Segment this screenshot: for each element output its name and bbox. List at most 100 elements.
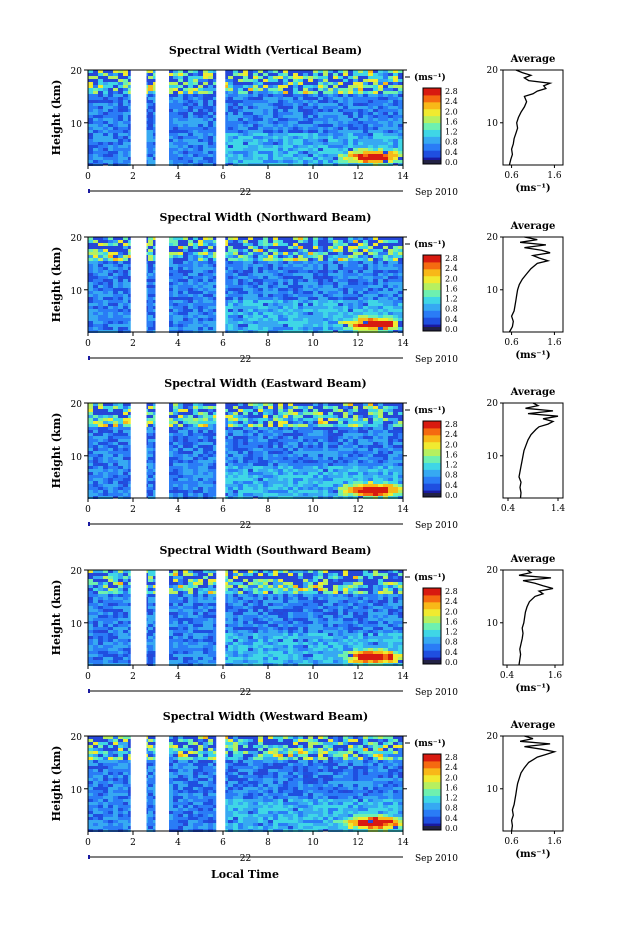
heatmap-cell: [393, 442, 398, 445]
heatmap-cell: [208, 300, 213, 303]
heatmap-cell: [348, 142, 353, 145]
heatmap-cell: [98, 327, 103, 330]
heatmap-cell: [168, 264, 173, 267]
heatmap-cell: [323, 460, 328, 463]
heatmap-cell: [353, 457, 358, 460]
heatmap-cell: [228, 76, 233, 79]
heatmap-cell: [333, 279, 338, 282]
heatmap-cell: [168, 273, 173, 276]
heatmap-cell: [318, 252, 323, 255]
heatmap-cell: [208, 157, 213, 160]
heatmap-cell: [328, 406, 333, 409]
heatmap-cell: [298, 466, 303, 469]
y-axis-label: Height (km): [50, 247, 63, 323]
heatmap-cell: [198, 118, 203, 121]
heatmap-cell: [288, 282, 293, 285]
heatmap-cell: [373, 303, 378, 306]
heatmap-cell: [193, 154, 198, 157]
heatmap-cell: [368, 148, 373, 151]
heatmap-cell: [288, 109, 293, 112]
heatmap-cell: [323, 70, 328, 73]
heatmap-cell: [198, 460, 203, 463]
heatmap-cell: [353, 303, 358, 306]
heatmap-cell: [313, 478, 318, 481]
heatmap-cell: [333, 288, 338, 291]
heatmap-cell: [168, 261, 173, 264]
heatmap-cell: [388, 306, 393, 309]
heatmap-cell: [278, 115, 283, 118]
heatmap-cell: [318, 463, 323, 466]
heatmap-cell: [223, 415, 228, 418]
heatmap-cell: [348, 463, 353, 466]
heatmap-cell: [268, 76, 273, 79]
heatmap-cell: [198, 121, 203, 124]
heatmap-cell: [248, 109, 253, 112]
heatmap-cell: [373, 160, 378, 163]
heatmap-cell: [343, 442, 348, 445]
heatmap-cell: [363, 406, 368, 409]
heatmap-cell: [183, 237, 188, 240]
heatmap-cell: [128, 121, 133, 124]
heatmap-cell: [373, 424, 378, 427]
heatmap-cell: [103, 267, 108, 270]
heatmap-cell: [348, 315, 353, 318]
heatmap-cell: [168, 73, 173, 76]
heatmap-cell: [88, 139, 93, 142]
heatmap-cell: [98, 139, 103, 142]
heatmap-cell: [393, 157, 398, 160]
heatmap-cell: [168, 130, 173, 133]
heatmap-cell: [258, 130, 263, 133]
heatmap-cell: [298, 463, 303, 466]
heatmap-cell: [258, 472, 263, 475]
heatmap-cell: [383, 121, 388, 124]
heatmap-cell: [183, 454, 188, 457]
heatmap-cell: [148, 472, 153, 475]
heatmap-cell: [388, 127, 393, 130]
heatmap-cell: [228, 472, 233, 475]
heatmap-cell: [203, 472, 208, 475]
heatmap-cell: [328, 127, 333, 130]
heatmap-cell: [278, 318, 283, 321]
heatmap-cell: [313, 415, 318, 418]
heatmap-cell: [313, 424, 318, 427]
heatmap-cell: [208, 100, 213, 103]
heatmap-cell: [228, 127, 233, 130]
heatmap-cell: [128, 418, 133, 421]
heatmap-cell: [328, 124, 333, 127]
heatmap-cell: [213, 267, 218, 270]
heatmap-cell: [288, 312, 293, 315]
heatmap-cell: [188, 85, 193, 88]
heatmap-cell: [363, 312, 368, 315]
heatmap-cell: [363, 160, 368, 163]
heatmap-cell: [208, 306, 213, 309]
heatmap-cell: [273, 160, 278, 163]
heatmap-cell: [348, 466, 353, 469]
heatmap-cell: [198, 300, 203, 303]
heatmap-cell: [278, 297, 283, 300]
heatmap-cell: [103, 321, 108, 324]
heatmap-cell: [183, 148, 188, 151]
heatmap-cell: [263, 439, 268, 442]
plot-frame: [87, 236, 404, 333]
heatmap-cell: [378, 79, 383, 82]
heatmap-cell: [173, 270, 178, 273]
heatmap-cell: [333, 472, 338, 475]
heatmap-cell: [373, 457, 378, 460]
heatmap-cell: [98, 124, 103, 127]
heatmap-cell: [118, 448, 123, 451]
heatmap-cell: [308, 412, 313, 415]
heatmap-cell: [343, 475, 348, 478]
heatmap-cell: [93, 267, 98, 270]
heatmap-cell: [348, 318, 353, 321]
heatmap-cell: [188, 406, 193, 409]
heatmap-cell: [293, 252, 298, 255]
heatmap-cell: [288, 294, 293, 297]
heatmap-cell: [113, 454, 118, 457]
heatmap-cell: [208, 91, 213, 94]
heatmap-cell: [253, 451, 258, 454]
heatmap-cell: [318, 318, 323, 321]
heatmap-cell: [283, 109, 288, 112]
heatmap-cell: [383, 454, 388, 457]
heatmap-cell: [98, 324, 103, 327]
heatmap-cell: [258, 258, 263, 261]
